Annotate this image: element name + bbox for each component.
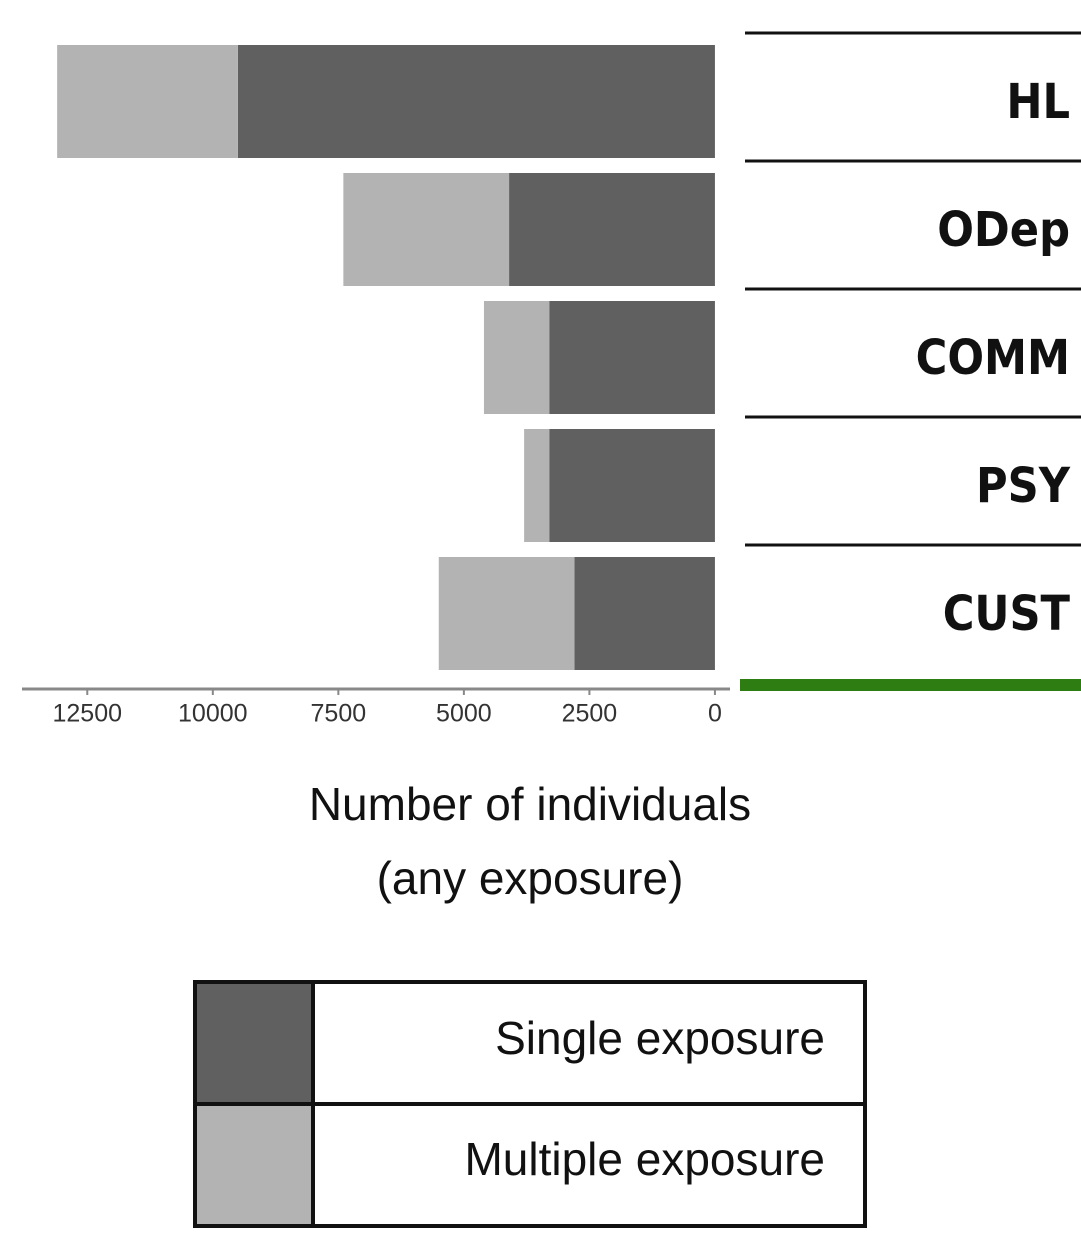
- category-label: CUST: [943, 586, 1071, 642]
- bar-segment: [438, 557, 575, 670]
- legend-label: Multiple exposure: [464, 1133, 825, 1185]
- x-axis-title: Number of individuals: [309, 778, 751, 830]
- category-label: ODep: [937, 202, 1070, 258]
- x-tick-label: 5000: [436, 700, 492, 728]
- legend-label: Single exposure: [495, 1012, 825, 1064]
- x-tick-label: 10000: [178, 700, 248, 728]
- bar-segment: [549, 301, 715, 414]
- bar-segment: [57, 45, 238, 158]
- bar-segment: [509, 173, 715, 286]
- category-label: HL: [1006, 74, 1070, 130]
- x-axis-title: (any exposure): [377, 852, 684, 904]
- bar-segment: [574, 557, 715, 670]
- legend-swatch: [197, 984, 313, 1103]
- x-tick-label: 7500: [311, 700, 367, 728]
- category-label: PSY: [976, 458, 1071, 514]
- x-tick-label: 0: [708, 700, 722, 728]
- x-tick-label: 2500: [562, 700, 618, 728]
- bar-segment: [237, 45, 715, 158]
- bar-segment: [343, 173, 510, 286]
- bar-segment: [524, 429, 550, 542]
- x-tick-label: 12500: [53, 700, 123, 728]
- category-label: COMM: [916, 330, 1070, 386]
- bar-segment: [549, 429, 715, 542]
- bar-segment: [483, 301, 550, 414]
- legend-swatch: [197, 1105, 313, 1224]
